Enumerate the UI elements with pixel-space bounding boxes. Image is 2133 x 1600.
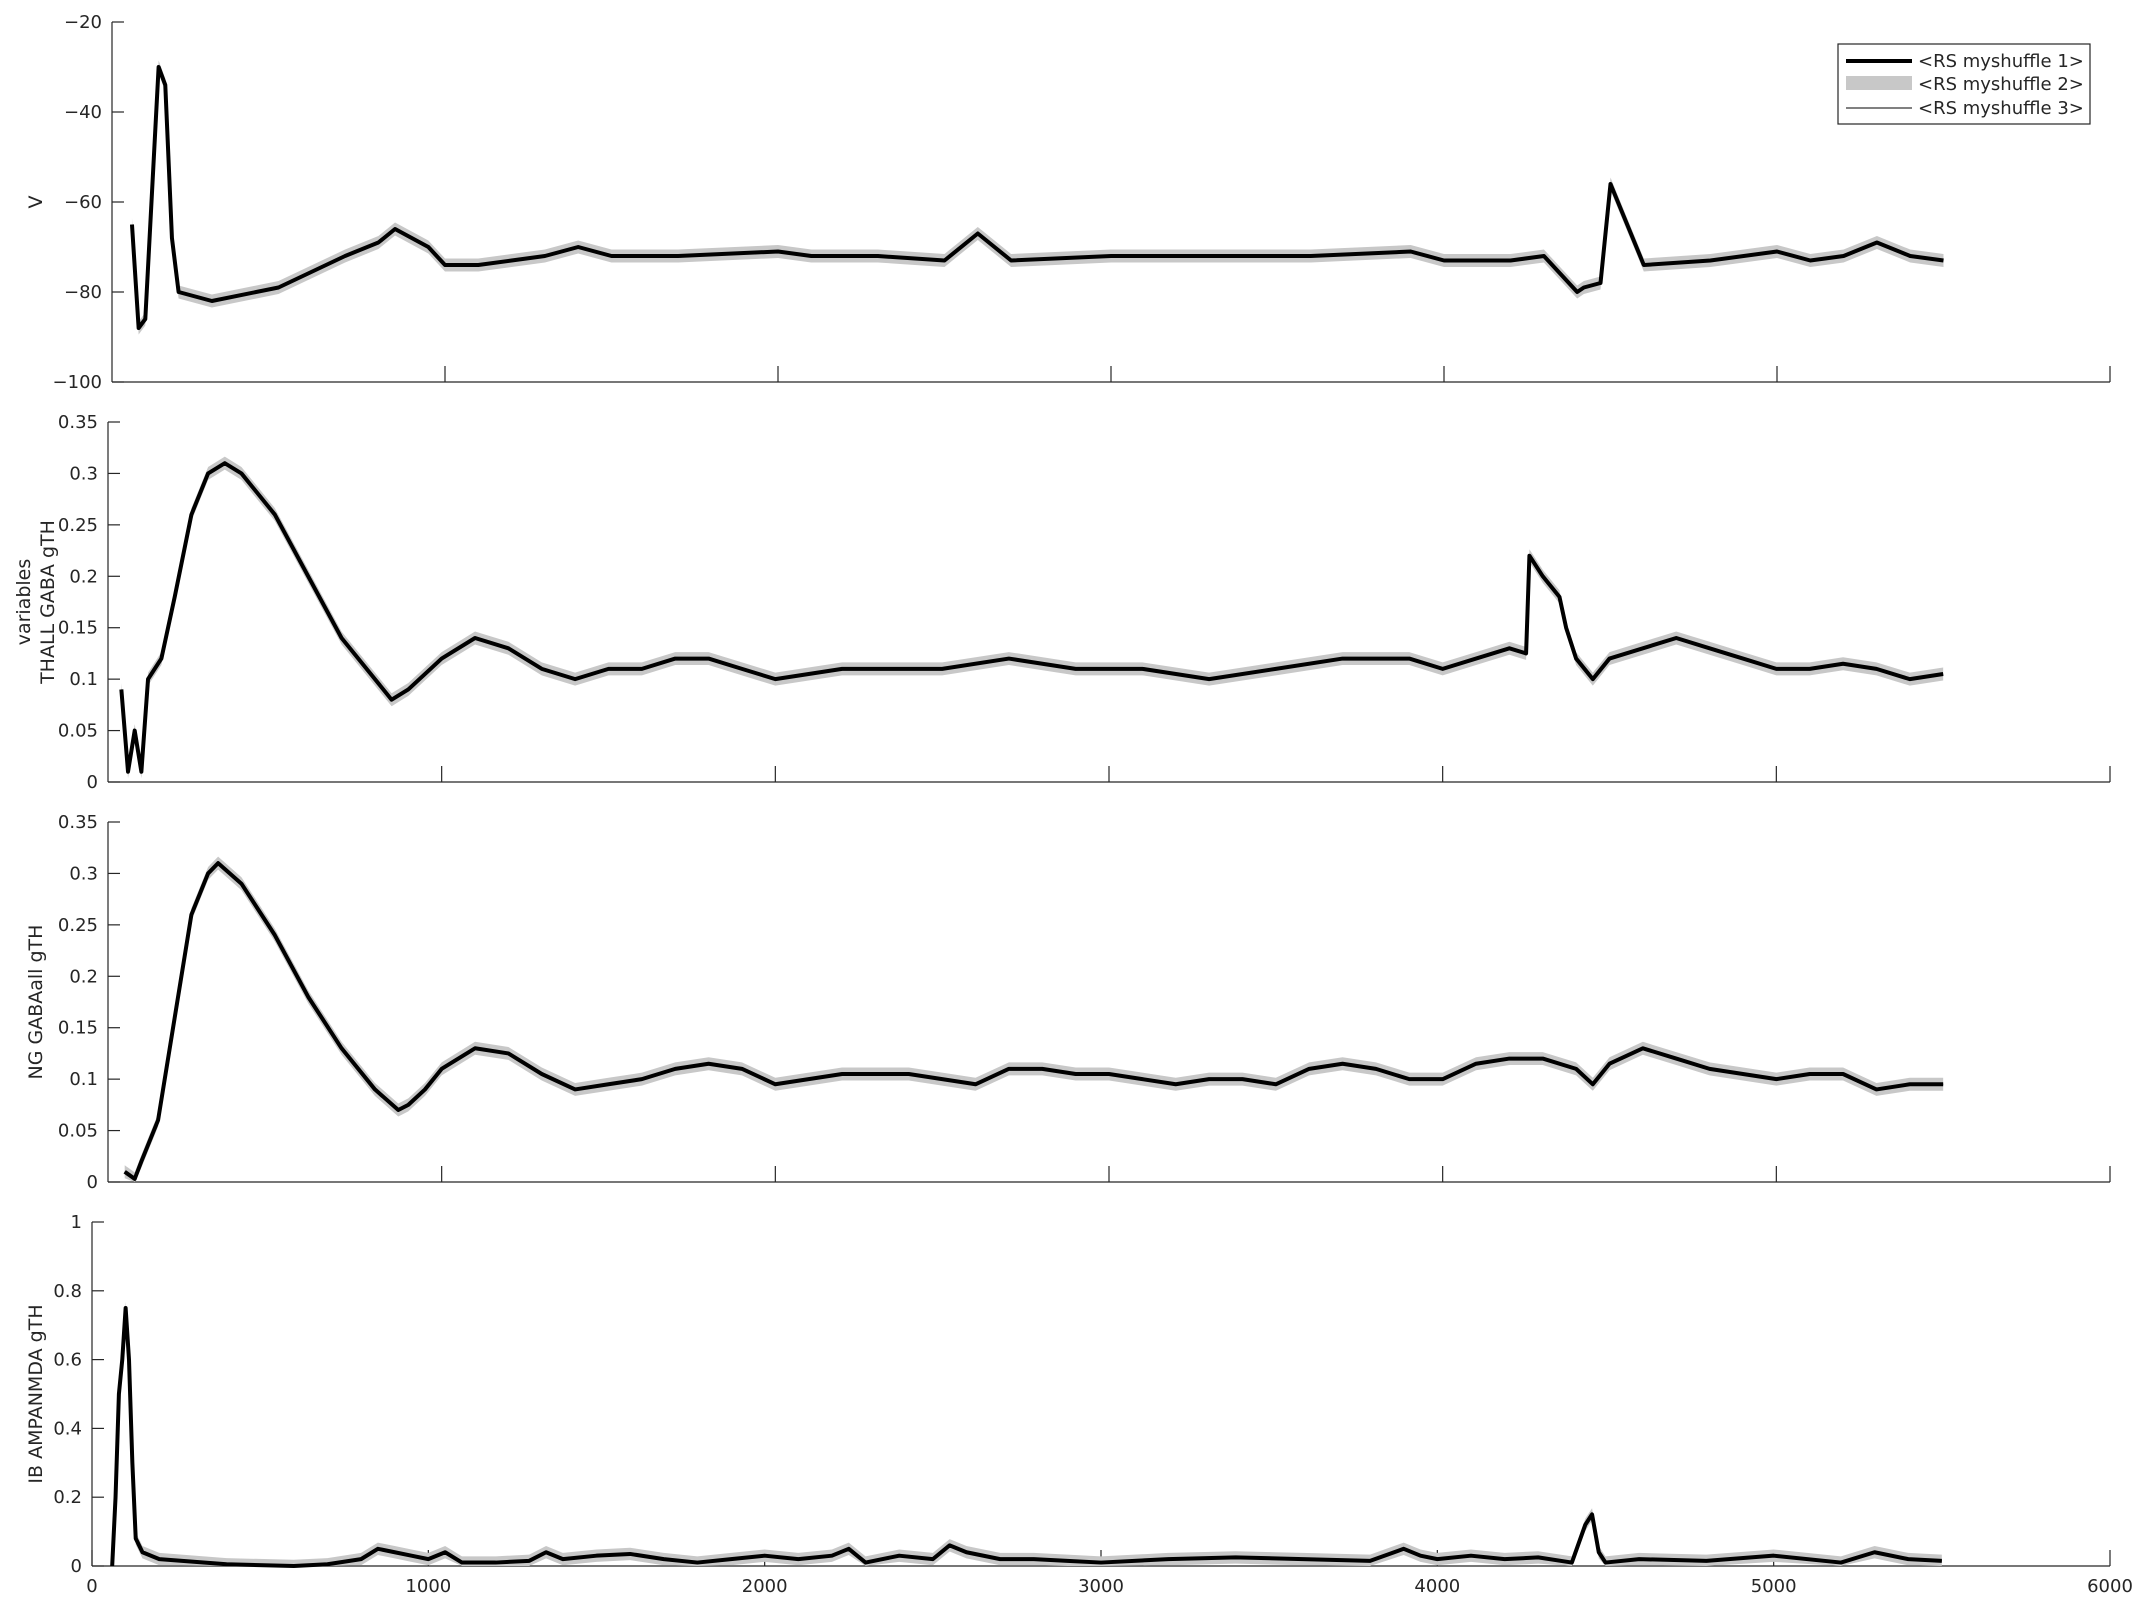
series-2-band (131, 60, 1944, 335)
series-3-line (124, 862, 1944, 1180)
x-tick-label: 5000 (1751, 1576, 1797, 1597)
series-3-line (120, 462, 1944, 772)
series-2-band (124, 856, 1944, 1182)
subplot-1: −100 −80 −60 −40 −20 V (25, 12, 2111, 393)
legend-label-series-3: <RS myshuffle 3> (1918, 98, 2084, 119)
legend-label-series-2: <RS myshuffle 2> (1918, 74, 2084, 95)
y-axis-label-line: IB AMPANMDA gTH (25, 1304, 47, 1483)
y-tick-label: −100 (53, 372, 102, 393)
y-tick-label: 0 (71, 1556, 82, 1577)
y-axis-label-line: variables (13, 559, 35, 646)
y-axis-label: IB AMPANMDA gTH (25, 1304, 47, 1483)
y-axis-label: NG GABAall gTH (25, 925, 47, 1080)
legend-label-series-1: <RS myshuffle 1> (1918, 51, 2084, 72)
y-tick-label: 0.35 (58, 412, 98, 433)
series-3-line (111, 1307, 1942, 1567)
series-1-line (129, 65, 1944, 330)
x-tick-label: 4000 (1414, 1576, 1460, 1597)
y-tick-label: 0.3 (69, 863, 98, 884)
y-tick-label: 0.4 (53, 1418, 82, 1439)
y-tick-label: 0.35 (58, 812, 98, 833)
y-tick-label: 0 (87, 772, 98, 793)
y-tick-label: −40 (64, 102, 102, 123)
y-tick-label: −20 (64, 12, 102, 33)
subplot-2: 0 0.05 0.1 0.15 0.2 0.25 0.3 0.35 variables THALL… (13, 412, 2111, 793)
y-tick-label: 0.1 (69, 669, 98, 690)
x-tick-label: 0 (86, 1576, 97, 1597)
y-tick-label: 0.8 (53, 1281, 82, 1302)
x-tick-label: 2000 (742, 1576, 788, 1597)
series-3-line (131, 66, 1944, 330)
y-axis-label: V (25, 196, 47, 209)
y-tick-label: 0.05 (58, 1121, 98, 1142)
y-tick-label: 0 (87, 1172, 98, 1193)
legend: <RS myshuffle 1> <RS myshuffle 2> <RS my… (1837, 43, 2091, 125)
subplot-stack: −100−80−60−40−20V00.050.10.150.20.250.30… (13, 12, 2133, 1597)
y-tick-label: 0.15 (58, 618, 98, 639)
y-tick-label: 0.25 (58, 515, 98, 536)
y-tick-label: 0.1 (69, 1069, 98, 1090)
legend-swatch-series-2 (1846, 76, 1912, 90)
y-axis-label-line: THALL GABA gTH (37, 520, 59, 685)
series-2-band (112, 1301, 1942, 1566)
series-2-band (121, 456, 1944, 779)
y-tick-label: −80 (64, 282, 102, 303)
series-1-line (110, 1306, 1942, 1568)
y-axis-label-line: V (25, 196, 47, 209)
y-tick-label: 0.25 (58, 915, 98, 936)
y-tick-label: 0.2 (69, 566, 98, 587)
y-tick-label: 0.15 (58, 1018, 98, 1039)
x-tick-label: 6000 (2087, 1576, 2133, 1597)
y-axis-label: variables THALL GABA gTH (13, 520, 59, 685)
y-tick-label: 0.2 (69, 966, 98, 987)
subplot-4: 0 1000 2000 3000 4000 5000 6000 0 0.2 0.4 0.6 0.8 1 I… (25, 1212, 2133, 1597)
y-tick-label: 0.05 (58, 721, 98, 742)
series-1-line (123, 861, 1944, 1181)
x-tick-label: 1000 (405, 1576, 451, 1597)
subplot-3: 0 0.05 0.1 0.15 0.2 0.25 0.3 0.35 NG GABAall gTH (25, 812, 2111, 1193)
y-tick-label: 0.6 (53, 1350, 82, 1371)
x-tick-label: 3000 (1078, 1576, 1124, 1597)
y-tick-label: −60 (64, 192, 102, 213)
y-tick-label: 0.2 (53, 1487, 82, 1508)
y-tick-label: 1 (71, 1212, 82, 1233)
y-axis-label-line: NG GABAall gTH (25, 925, 47, 1080)
series-1-line (119, 461, 1944, 774)
y-tick-label: 0.3 (69, 463, 98, 484)
